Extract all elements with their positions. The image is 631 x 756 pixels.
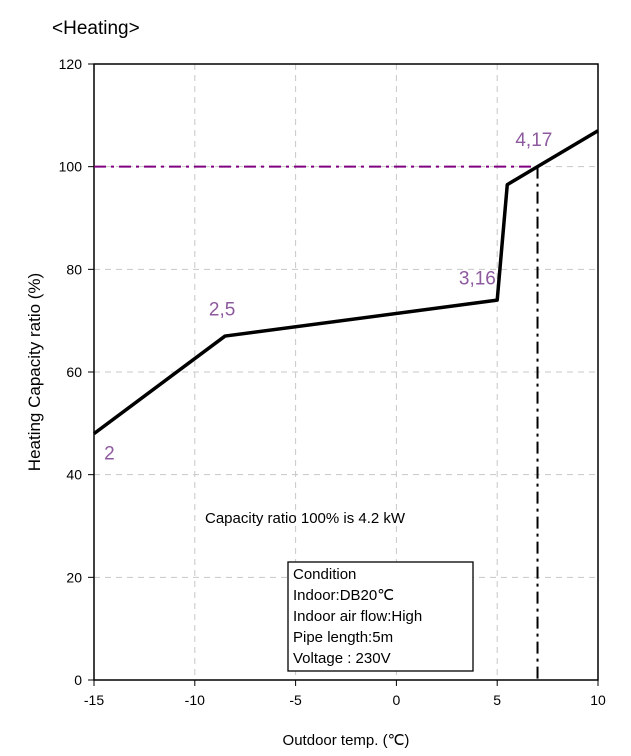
y-tick-label: 120: [59, 56, 83, 72]
y-tick-label: 0: [74, 672, 82, 688]
y-tick-label: 60: [66, 364, 82, 380]
y-tick-label: 40: [66, 467, 82, 483]
plot-frame: [93, 63, 599, 681]
y-tick-label: 20: [66, 569, 82, 585]
condition-line: Condition: [293, 566, 356, 583]
condition-line: Indoor:DB20℃: [293, 587, 394, 604]
series-line: [92, 129, 599, 436]
point-annotation: 3,16: [459, 269, 496, 290]
x-tick-label: 5: [493, 692, 501, 708]
x-tick-label: -15: [84, 692, 104, 708]
x-tick-label: -10: [185, 692, 205, 708]
y-tick-label: 100: [59, 159, 83, 175]
y-tick-label: 80: [66, 261, 82, 277]
x-tick-label: 0: [393, 692, 401, 708]
capacity-note: Capacity ratio 100% is 4.2 kW: [205, 510, 406, 527]
x-tick-label: -5: [289, 692, 302, 708]
x-tick-label: 10: [590, 692, 606, 708]
point-annotation: 2: [104, 443, 115, 464]
condition-line: Pipe length:5m: [293, 629, 393, 646]
x-axis-label: Outdoor temp. (℃): [283, 732, 410, 749]
condition-box: [287, 561, 474, 672]
chart-title: <Heating>: [52, 18, 140, 39]
condition-line: Indoor air flow:High: [293, 608, 422, 625]
y-axis-label: Heating Capacity ratio (%): [25, 273, 44, 471]
point-annotation: 2,5: [209, 300, 235, 321]
point-annotation: 4,17: [515, 130, 552, 151]
condition-line: Voltage : 230V: [293, 650, 391, 667]
